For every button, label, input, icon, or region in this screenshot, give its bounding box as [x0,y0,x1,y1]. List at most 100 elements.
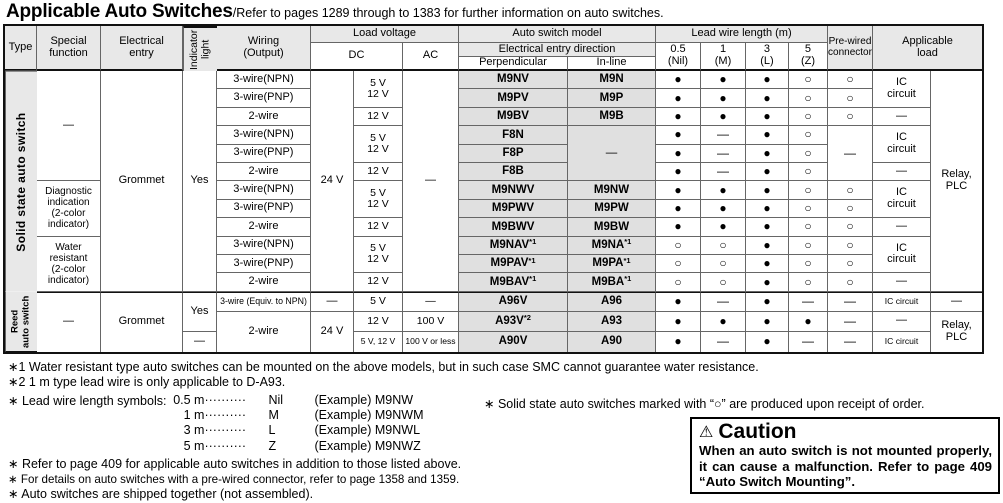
wiring-cell: 3-wire(PNP) [217,254,311,274]
ac-none-solid: — [403,71,459,292]
load-dash-cell: — [873,218,931,237]
symbol-code: M [268,408,279,423]
prewired-cell: ○ [828,107,873,127]
lw-cell: ● [701,181,746,200]
warning-icon: ⚠ [699,423,714,441]
footnote-refer: ∗ Refer to page 409 for applicable auto … [8,457,462,471]
symbol-length: 0.5 m [173,393,205,407]
model-text: M9PW [594,202,629,215]
model-text: A96V [498,295,528,308]
model-perpendicular: F8B [459,162,568,182]
lw-cell: ● [701,218,746,237]
model-text: M9BA [591,275,625,288]
dc-voltage-cell: 5 V 12 V [354,181,403,219]
lw-cell: ● [656,199,701,219]
lw-cell: ○ [656,273,701,292]
lw-cell: ● [746,236,789,255]
header-indicator-light: Indicator light [183,26,217,71]
load-ic-cell: IC circuit [873,126,931,163]
wiring-cell: 3-wire(NPN) [217,181,311,200]
model-text: M9NV [497,73,529,86]
dc-24v-reed: 24 V [311,311,354,352]
model-text: M9PA [592,257,624,270]
model-sup: *1 [528,255,536,265]
model-perpendicular: A93V *2 [459,311,568,332]
lw-cell: — [701,331,746,352]
lw-cell: ● [746,311,789,332]
model-text: M9PV [497,91,529,104]
model-in-line: M9BA *1 [568,273,656,292]
model-in-line: M9P [568,89,656,108]
model-sup: *1 [623,255,631,265]
special-function-diagnostic: Diagnostic indication (2-color indicator… [37,181,101,237]
symbol-length: 1 m [183,408,205,423]
footnote-1: ∗1 Water resistant type auto switches ca… [8,360,759,374]
lw-cell: ● [746,199,789,219]
wiring-cell: 3-wire(NPN) [217,71,311,90]
lw-cell: ○ [656,254,701,274]
header-entry-direction: Electrical entry direction [459,43,656,57]
wiring-cell: 3-wire(PNP) [217,199,311,219]
header-perpendicular: Perpendicular [459,57,568,71]
prewired-cell: ○ [828,181,873,200]
lw-cell: — [789,331,828,352]
lw-cell: ○ [789,218,828,237]
prewired-cell: ○ [828,89,873,108]
wiring-cell: 3-wire (Equiv. to NPN) [217,291,311,312]
lw-cell: ● [746,107,789,127]
dc-voltage-cell: 12 V [354,311,403,332]
symbol-example: (Example) M9NW [314,393,414,407]
prewired-cell: ○ [828,71,873,90]
header-lw-5: 5 (Z) [789,43,828,71]
symbol-code: L [268,423,276,438]
model-perpendicular: A96V [459,291,568,312]
model-sup: *1 [624,273,632,283]
lw-cell: ● [746,126,789,145]
model-text: M9PWV [491,202,535,215]
model-perpendicular: M9PWV [459,199,568,219]
model-text: A90 [600,335,623,348]
header-lead-wire-length: Lead wire length (m) [656,26,828,43]
prewired-cell: ○ [828,273,873,292]
model-text: M9NAV [489,239,530,251]
lw-cell: ○ [789,71,828,90]
lw-cell: ○ [789,162,828,182]
header-special-function: Special function [37,26,101,71]
lw-cell: ● [746,254,789,274]
footnote-2: ∗2 1 m type lead wire is only applicable… [8,375,286,389]
model-text: M9PAV [490,257,529,270]
wiring-cell: 3-wire(NPN) [217,236,311,255]
model-in-line: M9B [568,107,656,127]
header-auto-switch-model: Auto switch model [459,26,656,43]
lw-cell: ● [746,89,789,108]
title-sub: /Refer to pages 1289 through to 1383 for… [232,6,664,20]
type-solid-state: Solid state auto switch [5,71,37,292]
header-wiring: Wiring (Output) [217,26,311,71]
electrical-entry-grommet-reed: Grommet [101,291,183,352]
symbol-dots: ·········· [204,393,247,407]
lw-cell: ● [746,71,789,90]
caution-box: ⚠ Caution When an auto switch is not mou… [690,417,1000,495]
wiring-cell: 2-wire [217,162,311,182]
model-text: M9B [599,110,624,123]
model-perpendicular: M9PAV *1 [459,254,568,274]
lw-cell: ● [656,311,701,332]
lw-cell: ● [656,107,701,127]
symbol-dots: ·········· [204,438,247,453]
lw-cell: ○ [789,181,828,200]
model-in-line: A96 [568,291,656,312]
prewired-cell: ○ [828,236,873,255]
model-sup: *2 [523,313,531,323]
footnote-prewired: ∗ For details on auto switches with a pr… [8,473,460,486]
lw-cell: ● [746,181,789,200]
lw-cell: — [701,144,746,163]
model-text: A90V [498,335,528,348]
lw-cell: ● [701,89,746,108]
lw-cell: — [789,291,828,312]
model-text: F8N [502,128,524,141]
model-in-line: A90 [568,331,656,352]
dc-voltage-cell: 5 V 12 V [354,71,403,108]
model-in-line: M9NA *1 [568,236,656,255]
lw-cell: ● [656,89,701,108]
dc-voltage-cell: 12 V [354,273,403,292]
